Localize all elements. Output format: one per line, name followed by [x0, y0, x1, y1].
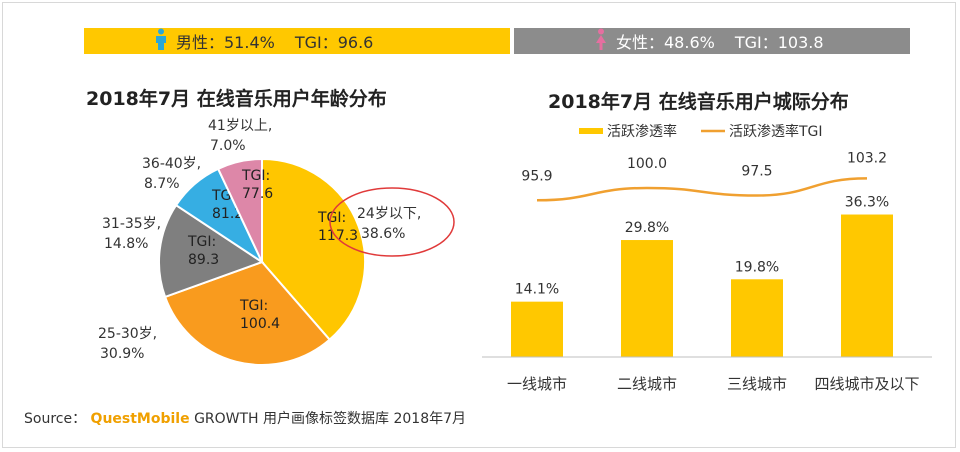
- male-tgi: TGI：96.6: [294, 33, 374, 52]
- pie-slice-label: 25-30岁,: [98, 326, 157, 342]
- tgi-value-label: 97.5: [741, 164, 772, 180]
- pie-tgi-value: 89.3: [188, 252, 219, 268]
- bar-value-label: 36.3%: [845, 195, 889, 211]
- female-tgi: TGI：103.8: [734, 33, 824, 52]
- male-banner: 男性：51.4% TGI：96.6: [84, 28, 510, 54]
- pie-tgi-value: 77.6: [242, 186, 273, 202]
- pie-slice-value: 30.9%: [100, 346, 144, 362]
- pie-slice-value: 7.0%: [210, 138, 246, 154]
- bar: [511, 301, 563, 357]
- pie-slice-label: 36-40岁,: [142, 156, 201, 172]
- pie-slice-label: 24岁以下,: [357, 206, 421, 222]
- x-tick-label: 一线城市: [507, 375, 567, 393]
- highlight-ellipse: [329, 187, 455, 257]
- pie-tgi-value: 100.4: [240, 316, 280, 332]
- legend-label-bar: 活跃渗透率: [607, 123, 677, 140]
- pie-slice-label: 31-35岁,: [102, 216, 161, 232]
- bar: [731, 279, 783, 357]
- bar-chart-title: 2018年7月 在线音乐用户城际分布: [548, 91, 849, 113]
- bar-value-label: 29.8%: [625, 220, 669, 236]
- legend-label-line: 活跃渗透率TGI: [729, 123, 823, 140]
- pie-slice: [216, 157, 263, 263]
- bar-value-label: 19.8%: [735, 259, 779, 275]
- pie-tgi-value: 117.3: [318, 228, 358, 244]
- female-share: 女性：48.6%: [616, 33, 715, 52]
- source-note: Source： QuestMobile GROWTH 用户画像标签数据库 201…: [24, 408, 466, 428]
- pie-tgi-label: TGI:: [241, 168, 270, 184]
- x-tick-label: 三线城市: [727, 375, 787, 393]
- source-rest: GROWTH 用户画像标签数据库 2018年7月: [194, 411, 467, 427]
- female-icon: [594, 28, 608, 54]
- pie-slice-value: 38.6%: [361, 226, 405, 242]
- bar: [621, 240, 673, 357]
- legend-swatch-bar: [579, 128, 603, 134]
- pie-tgi-label: TGI:: [187, 234, 216, 250]
- tgi-value-label: 103.2: [847, 150, 887, 166]
- bar: [841, 214, 893, 357]
- pie-slice-label: 41岁以上,: [208, 118, 272, 134]
- pie-slice: [163, 260, 332, 366]
- pie-tgi-value: 81.2: [212, 206, 243, 222]
- pie-slice: [158, 203, 265, 299]
- source-prefix: Source：: [24, 411, 87, 427]
- tgi-value-label: 95.9: [521, 168, 552, 184]
- pie-slice-value: 14.8%: [104, 236, 148, 252]
- male-icon: [154, 28, 168, 54]
- male-share: 男性：51.4%: [176, 33, 275, 52]
- x-tick-label: 四线城市及以下: [814, 375, 919, 393]
- pie-chart-title: 2018年7月 在线音乐用户年龄分布: [86, 88, 387, 110]
- bar-value-label: 14.1%: [515, 282, 559, 298]
- tgi-value-label: 100.0: [627, 156, 667, 172]
- x-tick-label: 二线城市: [617, 375, 677, 393]
- tgi-line: [536, 177, 868, 202]
- pie-slice-value: 8.7%: [144, 176, 180, 192]
- female-banner: 女性：48.6% TGI：103.8: [514, 28, 910, 54]
- pie-tgi-label: TGI:: [239, 298, 268, 314]
- pie-tgi-label: TGI:: [317, 210, 346, 226]
- source-brand: QuestMobile: [90, 411, 190, 427]
